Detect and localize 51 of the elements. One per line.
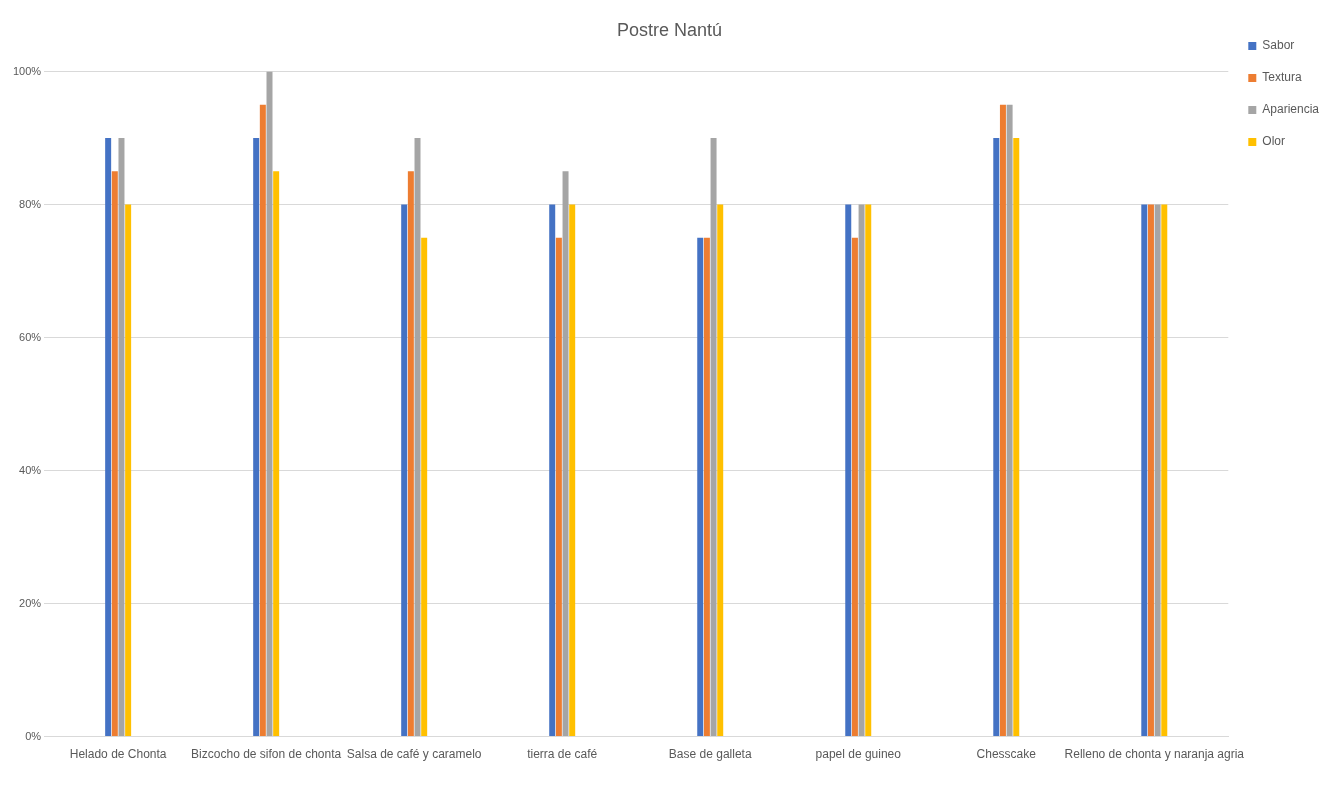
y-tick-label: 20% [19, 596, 42, 609]
bar [569, 204, 576, 737]
bar [105, 138, 112, 737]
x-tick-label: Chesscake [976, 747, 1037, 762]
x-tick-label: papel de guineo [815, 747, 902, 762]
bar [407, 171, 414, 737]
y-tick-label: 100% [12, 64, 42, 77]
x-tick-label: tierra de café [527, 747, 598, 762]
x-tick-label: Helado de Chonta [69, 747, 167, 762]
bar [845, 204, 852, 737]
bar [1141, 204, 1148, 737]
bar [125, 204, 132, 737]
bar [266, 71, 273, 737]
bar [111, 171, 118, 737]
bar [1154, 204, 1161, 737]
bar [717, 204, 724, 737]
chart-title: Postre Nantú [616, 19, 723, 40]
bar [259, 104, 266, 737]
bar [1147, 204, 1154, 737]
bar [851, 237, 858, 737]
x-tick-label: Bizcocho de sifon de chonta [191, 747, 342, 762]
legend-label: Sabor [1262, 38, 1295, 53]
bar [1161, 204, 1168, 737]
x-tick-label: Base de galleta [668, 747, 752, 762]
legend-label: Apariencia [1262, 102, 1320, 117]
y-tick-label: 60% [19, 330, 42, 343]
bar [993, 138, 1000, 737]
y-tick-label: 80% [19, 197, 42, 210]
y-tick-label: 40% [19, 463, 42, 476]
bar [401, 204, 408, 737]
legend-label: Textura [1262, 70, 1302, 85]
bar [414, 138, 421, 737]
bar [710, 138, 717, 737]
bar [1006, 104, 1013, 737]
legend-label: Olor [1262, 134, 1285, 149]
bar [999, 104, 1006, 737]
x-tick-label: Salsa de café y caramelo [346, 747, 482, 762]
bar [703, 237, 710, 737]
bar [858, 204, 865, 737]
y-tick-label: 0% [25, 729, 42, 742]
bar [555, 237, 562, 737]
bar [549, 204, 556, 737]
bar [865, 204, 872, 737]
bar [118, 138, 125, 737]
x-tick-label: Relleno de chonta y naranja agria [1064, 747, 1245, 762]
bar [273, 171, 280, 737]
bar [421, 237, 428, 737]
bar [253, 138, 260, 737]
bar [1013, 138, 1020, 737]
bar [562, 171, 569, 737]
bar [697, 237, 704, 737]
